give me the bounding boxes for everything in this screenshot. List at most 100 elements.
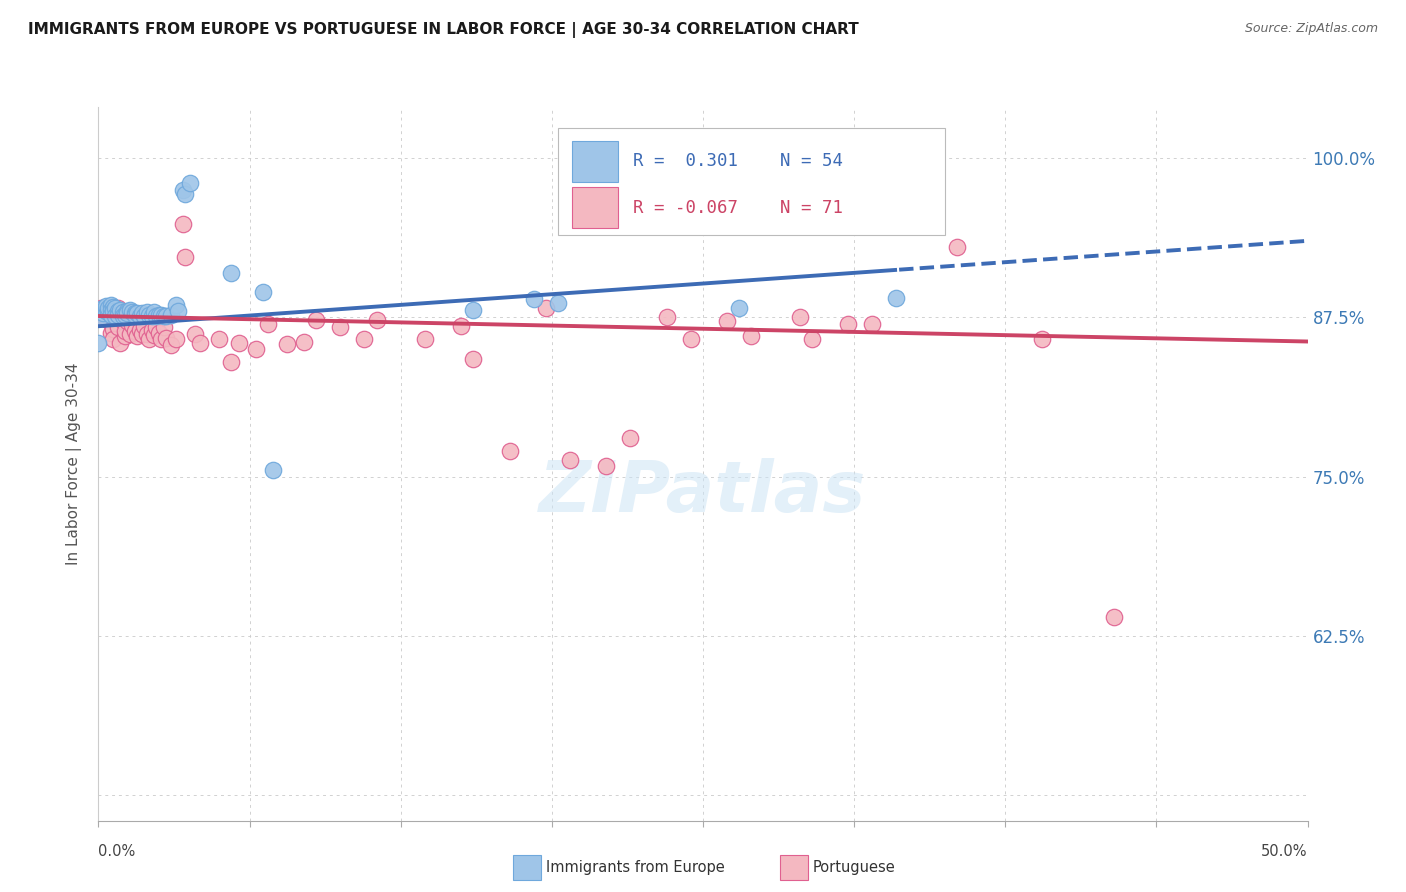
Text: Portuguese: Portuguese [813, 860, 896, 874]
Point [860, 317, 883, 331]
Point [145, 309, 167, 323]
Point [100, 309, 122, 323]
Point [111, 314, 134, 328]
Text: 50.0%: 50.0% [1261, 845, 1308, 859]
Point [104, 309, 127, 323]
Point [124, 308, 146, 322]
Point [1102, 609, 1125, 624]
Point [789, 310, 811, 325]
Point [366, 313, 388, 327]
Point [837, 317, 859, 331]
Point [208, 332, 231, 346]
Y-axis label: In Labor Force | Age 30-34: In Labor Force | Age 30-34 [66, 362, 83, 566]
Point [94, 311, 117, 326]
Point [619, 431, 641, 445]
Point [262, 463, 284, 477]
Text: R = -0.067    N = 71: R = -0.067 N = 71 [633, 199, 842, 217]
Point [463, 302, 485, 317]
Point [114, 324, 136, 338]
Point [463, 352, 485, 367]
Point [353, 332, 375, 346]
Point [245, 342, 267, 356]
Text: R =  0.301    N = 54: R = 0.301 N = 54 [633, 153, 842, 170]
Point [228, 335, 250, 350]
FancyBboxPatch shape [572, 187, 619, 228]
Text: 0.0%: 0.0% [98, 845, 135, 859]
Point [90, 301, 112, 316]
Point [118, 326, 141, 341]
Point [107, 301, 129, 316]
Point [104, 301, 127, 316]
Point [595, 459, 617, 474]
Point [165, 297, 187, 311]
Point [100, 302, 122, 317]
Point [256, 317, 278, 331]
Point [114, 329, 136, 343]
Point [165, 332, 187, 346]
Point [91, 301, 114, 316]
Point [97, 305, 120, 319]
Point [160, 338, 183, 352]
Point [172, 183, 194, 197]
Point [800, 332, 823, 346]
Point [91, 306, 114, 320]
Point [740, 329, 762, 343]
Point [450, 319, 472, 334]
Point [117, 314, 139, 328]
Point [167, 304, 190, 318]
Point [124, 306, 146, 320]
Point [150, 308, 173, 322]
Text: IMMIGRANTS FROM EUROPE VS PORTUGUESE IN LABOR FORCE | AGE 30-34 CORRELATION CHAR: IMMIGRANTS FROM EUROPE VS PORTUGUESE IN … [28, 22, 859, 38]
Point [94, 299, 117, 313]
Point [1031, 332, 1053, 346]
Point [124, 324, 146, 338]
Point [141, 309, 163, 323]
Point [547, 296, 569, 310]
Point [97, 301, 120, 316]
Point [100, 308, 122, 322]
Point [138, 332, 160, 346]
Point [143, 328, 166, 343]
Point [141, 323, 163, 337]
Point [716, 314, 738, 328]
Point [131, 306, 153, 320]
Point [127, 306, 149, 320]
Point [179, 177, 201, 191]
Point [155, 309, 177, 323]
Point [90, 310, 112, 325]
Point [134, 309, 156, 323]
Point [910, 163, 932, 178]
Point [101, 332, 124, 346]
Point [135, 326, 157, 341]
Point [152, 309, 174, 323]
Point [135, 305, 157, 319]
Point [100, 297, 122, 311]
Point [143, 305, 166, 319]
Point [221, 355, 243, 369]
Point [188, 335, 211, 350]
Point [117, 306, 139, 320]
Point [160, 308, 183, 322]
Point [107, 320, 129, 334]
Point [155, 331, 177, 345]
Point [172, 217, 194, 231]
Point [91, 309, 114, 323]
Point [292, 334, 315, 349]
Point [558, 453, 581, 467]
Point [534, 301, 557, 316]
Point [145, 320, 167, 334]
Point [128, 323, 150, 337]
Point [100, 326, 122, 340]
Point [108, 302, 131, 317]
Text: Immigrants from Europe: Immigrants from Europe [546, 860, 724, 874]
Point [128, 309, 150, 323]
Point [305, 313, 328, 327]
Point [413, 332, 436, 346]
Point [94, 304, 117, 318]
Text: Source: ZipAtlas.com: Source: ZipAtlas.com [1244, 22, 1378, 36]
Point [111, 309, 134, 323]
Point [679, 332, 702, 346]
Point [101, 322, 124, 336]
Point [152, 320, 174, 334]
Point [107, 304, 129, 318]
